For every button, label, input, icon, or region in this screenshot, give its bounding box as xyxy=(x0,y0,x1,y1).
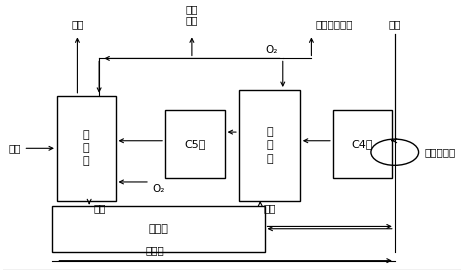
Text: 气
化
炉: 气 化 炉 xyxy=(83,130,89,167)
Bar xyxy=(239,90,300,201)
Text: C5筒: C5筒 xyxy=(184,139,206,149)
Text: 排渣: 排渣 xyxy=(94,203,106,213)
Bar xyxy=(57,96,116,201)
Text: 回转窑: 回转窑 xyxy=(148,224,168,234)
Text: 煤粉: 煤粉 xyxy=(8,143,21,153)
Bar xyxy=(333,110,391,178)
Bar xyxy=(165,110,225,178)
Text: 三次风: 三次风 xyxy=(145,246,164,256)
Text: 温度调节器: 温度调节器 xyxy=(424,147,455,157)
Text: 燃气: 燃气 xyxy=(71,19,84,29)
Text: 去上级预热器: 去上级预热器 xyxy=(316,19,354,29)
Bar xyxy=(52,206,265,252)
Text: 分
解
炉: 分 解 炉 xyxy=(266,127,273,164)
Text: C4筒: C4筒 xyxy=(351,139,373,149)
Text: 煤粉: 煤粉 xyxy=(264,203,276,213)
Text: O₂: O₂ xyxy=(152,185,164,194)
Text: 工业
用途: 工业 用途 xyxy=(185,4,198,26)
Text: O₂: O₂ xyxy=(265,44,277,55)
Text: 生料: 生料 xyxy=(389,19,401,29)
